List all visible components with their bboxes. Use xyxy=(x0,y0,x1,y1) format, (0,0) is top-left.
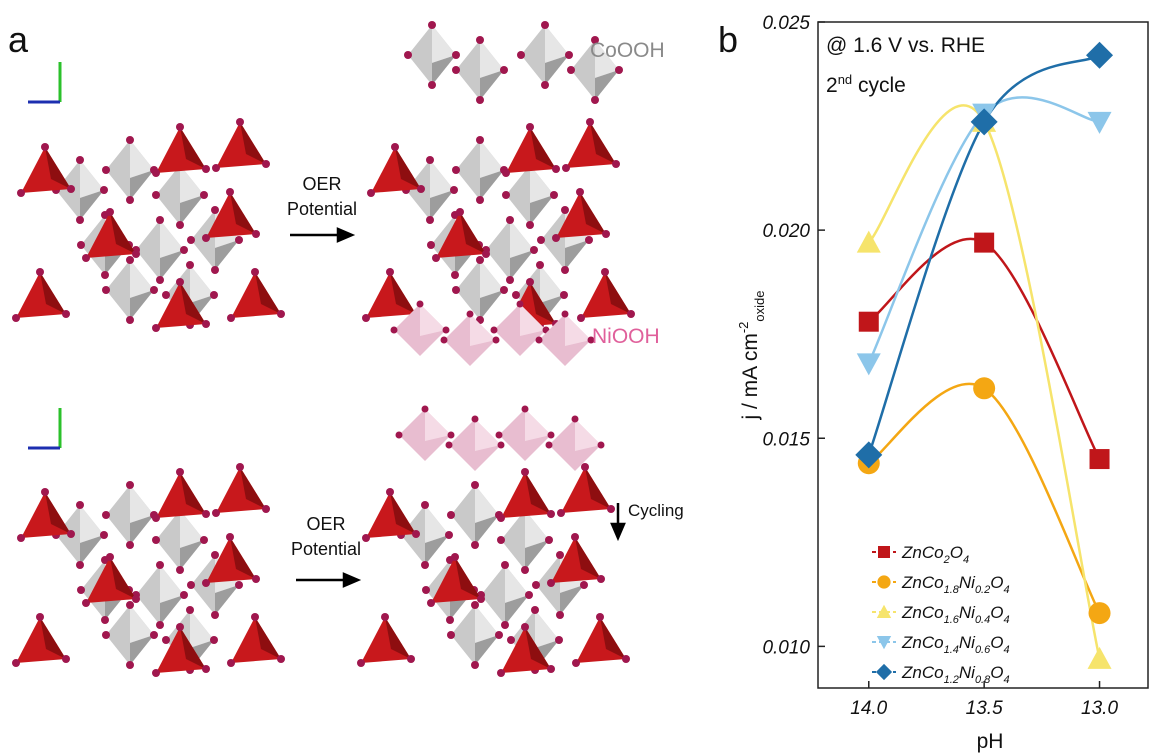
legend-label-part: 4 xyxy=(1003,644,1009,656)
marker xyxy=(858,311,879,332)
y-axis-title-sub: oxide xyxy=(752,291,767,322)
x-tick-label: 13.0 xyxy=(1081,698,1118,719)
legend-label-part: O xyxy=(990,663,1003,682)
legend-label-part: O xyxy=(990,633,1003,652)
legend-label-part: 0.2 xyxy=(975,584,990,596)
annotation-text: 2 xyxy=(826,74,838,97)
legend-label-part: ZnCo xyxy=(901,543,944,562)
legend-label-part: 1.6 xyxy=(944,614,960,626)
phase-label: NiOOH xyxy=(592,325,660,348)
y-axis-title-sup: -2 xyxy=(736,322,751,334)
legend-label-part: ZnCo xyxy=(901,603,944,622)
series-line xyxy=(867,96,1100,364)
marker xyxy=(1087,646,1112,669)
legend-label-part: ZnCo xyxy=(901,573,944,592)
arrow-label: Cycling xyxy=(628,501,684,520)
legend-marker xyxy=(878,546,890,558)
legend-label-part: 4 xyxy=(1003,614,1009,626)
marker xyxy=(855,441,883,469)
marker xyxy=(973,377,996,400)
marker xyxy=(1087,111,1112,134)
y-tick-label: 0.010 xyxy=(762,637,810,658)
y-tick-label: 0.015 xyxy=(762,429,810,450)
panel-label: b xyxy=(718,19,738,60)
legend-label-part: 0.8 xyxy=(975,674,991,686)
legend-label-part: 4 xyxy=(963,554,969,566)
legend-label-part: Ni xyxy=(959,633,976,652)
legend-label-part: O xyxy=(990,573,1003,592)
legend-label-part: Ni xyxy=(959,603,976,622)
legend-label-part: Ni xyxy=(959,573,976,592)
marker xyxy=(856,230,881,253)
legend-marker xyxy=(876,604,892,618)
legend-label-part: ZnCo xyxy=(901,663,944,682)
series-line xyxy=(867,54,1101,456)
x-axis-title: pH xyxy=(977,730,1004,753)
legend-label: ZnCo1.4Ni0.6O4 xyxy=(901,633,1010,656)
marker xyxy=(1086,41,1114,69)
legend-label: ZnCo1.8Ni0.2O4 xyxy=(901,573,1010,596)
legend-label-part: Ni xyxy=(959,663,976,682)
annotation: 2nd cycle xyxy=(826,72,906,97)
legend-label-part: O xyxy=(950,543,963,562)
x-tick-label: 14.0 xyxy=(850,698,887,719)
x-tick-label: 13.5 xyxy=(966,698,1003,719)
legend-label-part: 0.4 xyxy=(975,614,990,626)
arrow-label: OER xyxy=(302,174,341,194)
annotation-sup: nd xyxy=(838,72,852,87)
y-tick-label: 0.020 xyxy=(762,221,810,242)
y-axis-title: j / mA cm-2oxide xyxy=(736,291,767,421)
arrow-label: Potential xyxy=(291,539,361,559)
marker xyxy=(970,108,998,136)
crystal-structures xyxy=(12,21,635,677)
phase-label: CoOOH xyxy=(590,39,665,62)
legend-label-part: 1.2 xyxy=(944,674,959,686)
legend-label-part: 1.4 xyxy=(944,644,959,656)
legend-label: ZnCo1.2Ni0.8O4 xyxy=(901,663,1010,686)
legend-marker xyxy=(877,575,891,589)
legend-label-part: 1.8 xyxy=(944,584,960,596)
annotation-text: cycle xyxy=(852,74,906,97)
marker xyxy=(1088,602,1111,625)
arrow-label: Potential xyxy=(287,199,357,219)
y-axis-title-text: j / mA cm xyxy=(739,333,762,420)
legend-label-part: 4 xyxy=(1003,674,1009,686)
y-tick-label: 0.025 xyxy=(762,13,810,34)
marker xyxy=(856,353,881,376)
annotation: @ 1.6 V vs. RHE xyxy=(826,34,985,57)
plot-frame xyxy=(817,21,1149,689)
marker xyxy=(1089,449,1110,470)
legend-label-part: ZnCo xyxy=(901,633,944,652)
legend-marker xyxy=(875,663,893,681)
legend-label-part: 0.6 xyxy=(975,644,991,656)
legend-label: ZnCo2O4 xyxy=(901,543,969,566)
legend-label-part: 2 xyxy=(943,554,950,566)
marker xyxy=(974,232,995,253)
legend-marker xyxy=(876,636,892,650)
panel-label: a xyxy=(8,19,29,60)
series-line xyxy=(867,104,1101,660)
arrow-label: OER xyxy=(306,514,345,534)
legend-label-part: 4 xyxy=(1003,584,1009,596)
legend-label: ZnCo1.6Ni0.4O4 xyxy=(901,603,1010,626)
legend-label-part: O xyxy=(990,603,1003,622)
